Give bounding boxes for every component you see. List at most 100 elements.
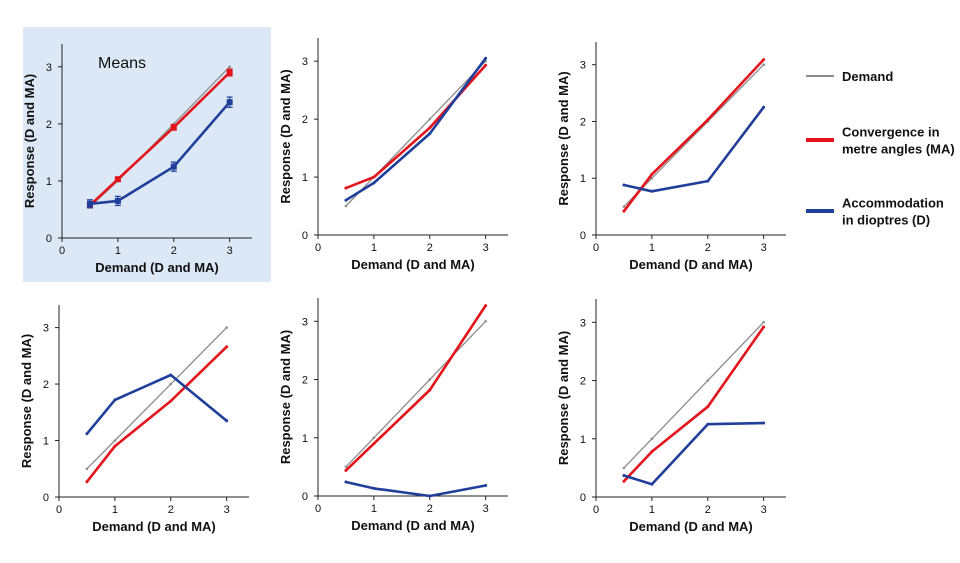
series-line-accommodation [344, 480, 487, 498]
data-point-demand [762, 320, 765, 324]
data-point-accommodation [650, 189, 654, 193]
y-tick-label: 1 [580, 173, 586, 185]
data-point-accommodation [484, 56, 488, 60]
y-tick-label: 2 [43, 379, 49, 391]
x-tick-label: 1 [115, 245, 121, 257]
data-point-convergence [762, 58, 766, 62]
data-point-accommodation [86, 200, 93, 207]
x-tick-label: 1 [649, 504, 655, 516]
data-point-accommodation [428, 132, 432, 136]
y-tick-label: 0 [43, 492, 49, 504]
data-point-demand [113, 439, 117, 442]
data-point-convergence [114, 176, 121, 183]
chart-panel-3: 0 1 2 3 0 1 2 3 Demand (D and MA) Response (D and… [556, 42, 786, 272]
data-point-accommodation [622, 183, 626, 187]
x-axis-title: Demand (D and MA) [351, 518, 475, 533]
y-tick-label: 3 [302, 56, 308, 68]
legend-item-accommodation: Accommodation in dioptres (D) [806, 196, 944, 228]
data-point-convergence [169, 399, 173, 403]
chart-panel-6: 0 1 2 3 0 1 2 3 Demand (D and MA) Response (D and… [556, 299, 786, 534]
series-line-accommodation [622, 421, 765, 486]
data-point-convergence [428, 126, 432, 130]
series-line-convergence [622, 325, 765, 483]
x-tick-label: 2 [427, 503, 433, 515]
data-point-convergence [622, 479, 626, 483]
y-tick-label: 3 [46, 62, 52, 74]
data-point-accommodation [85, 432, 89, 436]
data-point-convergence [706, 118, 710, 122]
data-point-demand [372, 436, 376, 440]
data-point-accommodation [650, 482, 654, 486]
y-axis-title: Response (D and MA) [278, 69, 293, 203]
data-point-convergence [113, 444, 117, 448]
data-point-demand [622, 466, 626, 470]
x-tick-label: 3 [227, 245, 233, 257]
x-tick-label: 0 [56, 504, 62, 516]
data-point-convergence [650, 172, 654, 176]
x-tick-label: 2 [705, 242, 711, 254]
x-tick-label: 0 [59, 245, 65, 257]
y-axis-title: Response (D and MA) [22, 74, 37, 208]
series-line-accommodation [85, 373, 228, 436]
legend-label: metre angles (MA) [842, 142, 955, 157]
data-point-convergence [484, 63, 488, 67]
data-point-convergence [225, 345, 229, 349]
y-axis-title: Response (D and MA) [556, 71, 571, 205]
data-point-convergence [706, 405, 710, 409]
y-axis-title: Response (D and MA) [19, 334, 34, 468]
y-tick-label: 3 [43, 323, 49, 335]
series-line-accommodation [622, 106, 765, 193]
y-tick-label: 2 [46, 119, 52, 131]
series-line-demand [623, 321, 765, 469]
y-tick-label: 3 [580, 60, 586, 72]
data-point-accommodation [762, 421, 766, 425]
data-point-accommodation [762, 105, 766, 109]
y-tick-label: 0 [580, 230, 586, 242]
y-tick-label: 2 [302, 375, 308, 387]
legend: Demand Convergence in metre angles (MA) Acc… [806, 69, 955, 228]
data-point-accommodation [372, 486, 376, 490]
chart-panel-2: 0 1 2 3 0 1 2 3 Demand (D and MA) Response (D and… [278, 38, 508, 272]
data-point-accommodation [344, 480, 348, 484]
x-tick-label: 3 [761, 242, 767, 254]
series-line-convergence [622, 58, 765, 213]
y-tick-label: 0 [302, 491, 308, 503]
data-point-demand [484, 319, 487, 323]
chart-panel-1: 0 1 2 3 0 1 2 3 Demand (D and MA) Response (D and… [22, 44, 252, 275]
legend-label: Demand [842, 69, 893, 84]
data-point-accommodation [372, 181, 376, 185]
y-tick-label: 2 [302, 114, 308, 126]
x-axis-title: Demand (D and MA) [629, 257, 753, 272]
y-tick-label: 1 [46, 176, 52, 188]
data-point-convergence [226, 69, 233, 76]
data-point-convergence [762, 325, 766, 329]
y-tick-label: 2 [580, 376, 586, 388]
x-tick-label: 2 [171, 245, 177, 257]
x-tick-label: 1 [112, 504, 118, 516]
x-tick-label: 2 [427, 242, 433, 254]
data-point-convergence [170, 124, 177, 131]
x-tick-label: 3 [483, 503, 489, 515]
y-tick-label: 1 [302, 172, 308, 184]
data-point-accommodation [225, 419, 229, 423]
x-tick-label: 1 [371, 242, 377, 254]
y-tick-label: 3 [580, 317, 586, 329]
y-tick-label: 2 [580, 116, 586, 128]
x-tick-label: 0 [593, 504, 599, 516]
data-point-convergence [344, 468, 348, 472]
data-point-convergence [85, 480, 89, 484]
chart-panel-5: 0 1 2 3 0 1 2 3 Demand (D and MA) Response (D and… [278, 298, 508, 533]
panel-label: Means [98, 55, 146, 72]
x-axis-title: Demand (D and MA) [351, 257, 475, 272]
data-point-demand [428, 117, 432, 121]
data-point-accommodation [344, 198, 348, 202]
data-point-demand [428, 378, 432, 381]
data-point-accommodation [622, 473, 626, 477]
legend-label: in dioptres (D) [842, 213, 930, 228]
x-tick-label: 2 [168, 504, 174, 516]
x-tick-label: 3 [483, 242, 489, 254]
y-tick-label: 0 [46, 233, 52, 245]
y-tick-label: 0 [580, 492, 586, 504]
data-point-demand [228, 65, 231, 69]
legend-item-convergence: Convergence in metre angles (MA) [806, 125, 955, 157]
